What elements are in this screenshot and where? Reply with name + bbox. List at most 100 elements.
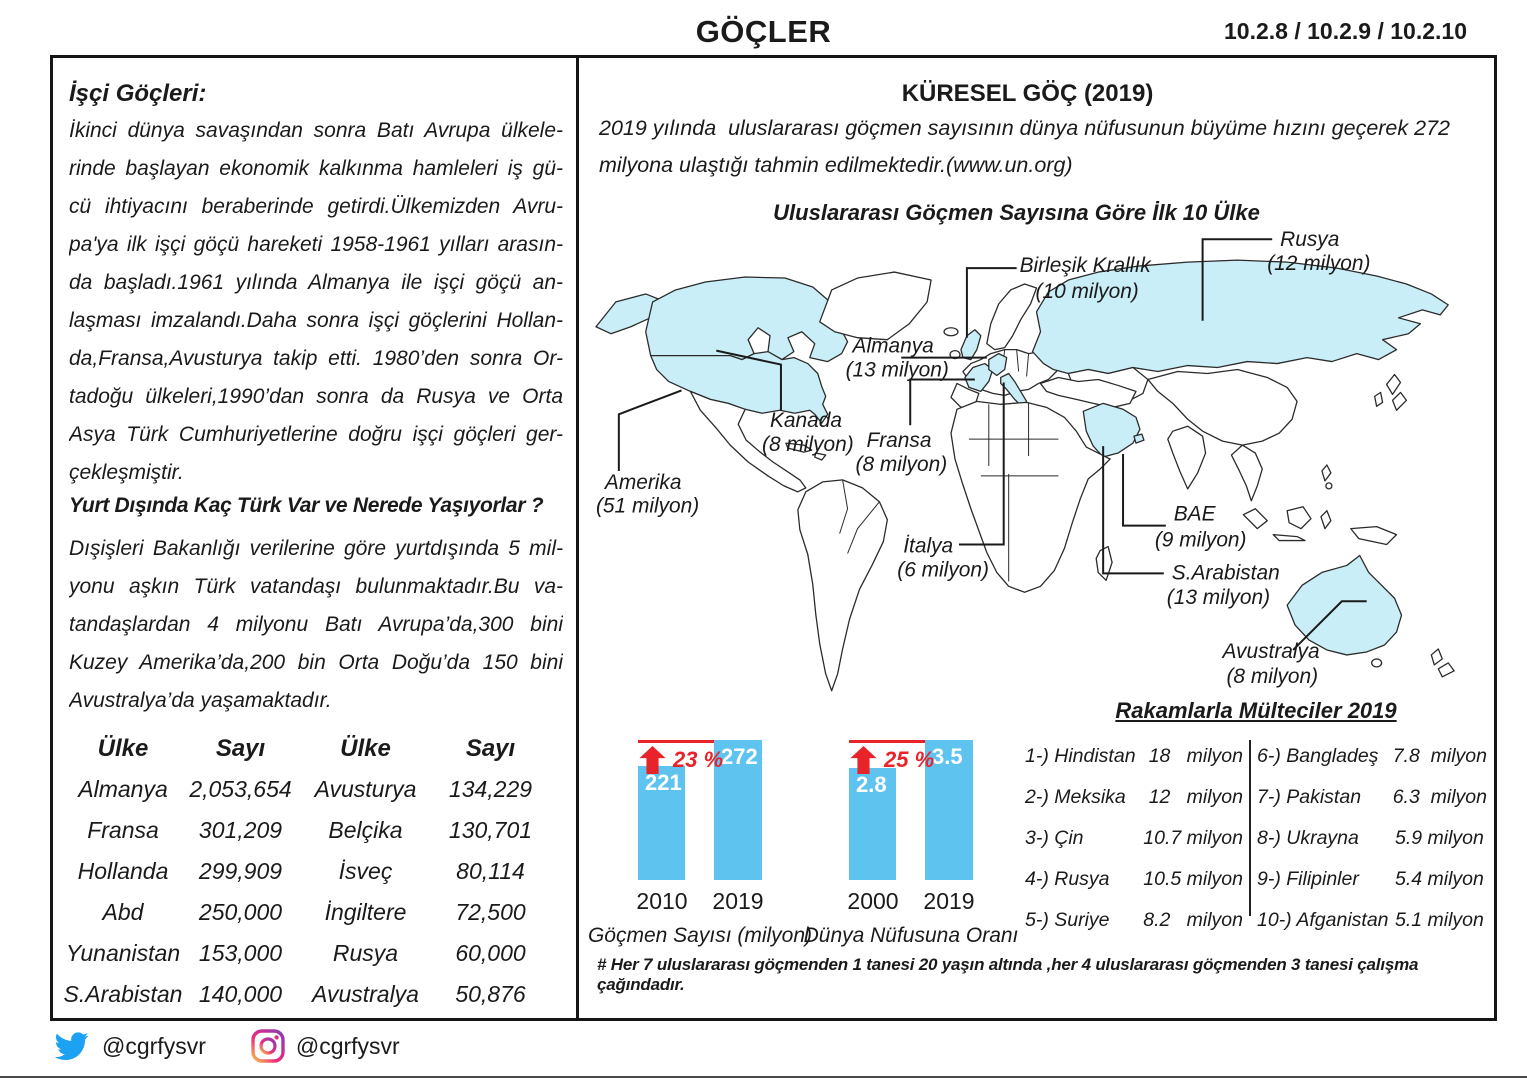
paragraph-line: yonu aşkın Türk vatandaşı bulunmaktadır.… [69, 575, 563, 598]
social-footer: @cgrfysvr @cgrfysvr [52, 1028, 400, 1064]
leader-line-rusya [1201, 238, 1273, 321]
country-france [964, 362, 994, 393]
table-row: Fransa 301,209 Belçika 130,701 [63, 810, 563, 851]
country-label: 7-) Pakistan [1257, 786, 1362, 808]
island-sumatra [1242, 508, 1268, 530]
country-canada [645, 276, 849, 363]
map-label-uk: Birleşik Krallık [1020, 254, 1153, 277]
list-item: 4-) Rusya 10.5 milyon [1025, 859, 1243, 900]
continent-south-america [797, 479, 888, 692]
leader-line-uk [965, 267, 1017, 338]
map-label-italya-value: (6 milyon) [897, 558, 989, 581]
map-title: Uluslararası Göçmen Sayısına Göre İlk 10… [773, 200, 1260, 225]
twitter-icon [54, 1032, 89, 1061]
chart-caption: Dünya Nüfusuna Oranı [803, 924, 1019, 947]
chart-plot-area: 221 272 23 % [638, 740, 762, 880]
instagram-icon [251, 1029, 285, 1063]
world-map: Rusya (12 milyon) Birleşik Krallık (10 m… [595, 228, 1455, 692]
footnote: # Her 7 uluslararası göçmenden 1 tanesi … [597, 955, 1419, 994]
change-indicator: 25 % [850, 746, 934, 774]
leader-line-bae [1122, 454, 1166, 527]
table-cell: 130,701 [448, 817, 533, 843]
map-label-kanada-value: (8 milyon) [762, 433, 854, 456]
category-label: 2019 [923, 888, 975, 914]
up-arrow-icon [639, 746, 666, 774]
right-column: KÜRESEL GÖÇ (2019) 2019 yılında uluslara… [579, 58, 1494, 1018]
bar-value: 221 [645, 770, 682, 795]
country-label: 9-) Filipinler [1257, 868, 1359, 890]
column-header: Ülke [340, 734, 391, 762]
paragraph-line: rinde başlayan ekonomik kalkınma hamlele… [69, 157, 563, 180]
country-saudi-arabia [1082, 402, 1141, 458]
up-arrow-icon [850, 746, 877, 774]
chart-plot-area: 2.8 3.5 25 % [849, 740, 973, 880]
country-value: 5.4 milyon [1395, 868, 1484, 890]
paragraph-line: Kuzey Amerika’da,200 bin Orta Doğu’da 15… [69, 651, 563, 674]
country-label: 8-) Ukrayna [1257, 827, 1359, 849]
table-cell: İngiltere [324, 899, 407, 925]
list-item: 5-) Suriye 8.2 milyon [1025, 900, 1243, 941]
country-value: 18 milyon [1148, 745, 1243, 767]
country-uk [960, 329, 982, 361]
worker-migrations-paragraph: İkinci dünya savaşından sonra Batı Avrup… [69, 112, 563, 492]
country-value: 10.5 milyon [1143, 868, 1243, 890]
bar-2010: 221 [638, 766, 685, 880]
table-cell: Hollanda [77, 858, 169, 884]
map-label-almanya: Almanya [851, 335, 934, 358]
bar-value: 272 [721, 744, 758, 769]
country-borders [968, 402, 1059, 582]
increase-line [849, 740, 973, 743]
turks-abroad-paragraph: Dışişleri Bakanlığı verilerine göre yurt… [69, 530, 563, 720]
island-hispaniola [814, 452, 827, 461]
table-cell: İsveç [338, 858, 393, 884]
paragraph-line: tandaşlardan 4 milyonu Batı Avrupa’da,30… [69, 613, 563, 636]
region-china [1147, 368, 1298, 446]
country-value: 5.9 milyon [1395, 827, 1484, 849]
change-percent: 25 % [884, 747, 935, 772]
table-header-row: Ülke Sayı Ülke Sayı [63, 728, 563, 769]
map-label-uk-value: (10 milyon) [1036, 280, 1139, 303]
region-scandinavia [986, 283, 1038, 351]
refugees-columns: 1-) Hindistan 18 milyon 2-) Meksika 12 mil… [1025, 736, 1487, 941]
map-label-bae-value: (9 milyon) [1155, 529, 1247, 552]
refugees-title: Rakamlarla Mülteciler 2019 [1115, 698, 1397, 723]
map-label-almanya-value: (13 milyon) [846, 358, 949, 381]
paragraph-line: Avustralya’da yaşamaktadır. [69, 689, 332, 712]
change-percent: 23 % [673, 747, 724, 772]
country-label: 2-) Meksika [1025, 786, 1126, 808]
category-axis: 2010 2019 [636, 880, 763, 918]
island-borneo [1286, 506, 1312, 530]
left-column: İşçi Göçleri: İkinci dünya savaşından so… [53, 58, 576, 1018]
map-label-s-arabistan-value: (13 milyon) [1167, 586, 1270, 609]
list-item: 3-) Çin 10.7 milyon [1025, 818, 1243, 859]
world-population-ratio-chart: 2.8 3.5 25 % 2000 2019 Dünya Nüfusuna Or… [804, 740, 1018, 980]
table-row: Almanya 2,053,654 Avusturya 134,229 [63, 769, 563, 810]
country-russia [1031, 259, 1449, 375]
table-cell: Abd [102, 899, 144, 925]
paragraph-line: Asya Türk Cumhuriyetlerine doğru işçi gö… [69, 423, 563, 446]
country-iceland [943, 327, 959, 337]
country-label: 6-) Bangladeş [1257, 745, 1379, 767]
leader-line-fransa [909, 378, 975, 426]
island-sulawesi [1320, 510, 1332, 530]
island-mindanao [1325, 482, 1333, 490]
country-india [1167, 425, 1207, 490]
leader-line-kanada [716, 349, 782, 411]
table-cell: 72,500 [455, 899, 526, 925]
country-label: 10-) Afganistan [1257, 909, 1389, 931]
table-cell: Avustralya [312, 981, 419, 1007]
map-label-kanada: Kanada [770, 409, 842, 432]
table-row: Yunanistan 153,000 Rusya 60,000 [63, 933, 563, 974]
content-frame: İşçi Göçleri: İkinci dünya savaşından so… [50, 55, 1497, 1021]
table-cell: 134,229 [448, 776, 533, 802]
column-divider [576, 58, 579, 1018]
list-item: 6-) Bangladeş 7.8 milyon [1257, 736, 1487, 777]
country-value: 10.7 milyon [1143, 827, 1243, 849]
table-row: Abd 250,000 İngiltere 72,500 [63, 892, 563, 933]
column-header: Sayı [215, 734, 266, 762]
global-migration-title: KÜRESEL GÖÇ (2019) [901, 80, 1154, 107]
list-item: 9-) Filipinler 5.4 milyon [1257, 859, 1487, 900]
table-cell: 80,114 [456, 858, 525, 884]
country-label: 4-) Rusya [1025, 868, 1110, 890]
list-item: 8-) Ukrayna 5.9 milyon [1257, 818, 1487, 859]
